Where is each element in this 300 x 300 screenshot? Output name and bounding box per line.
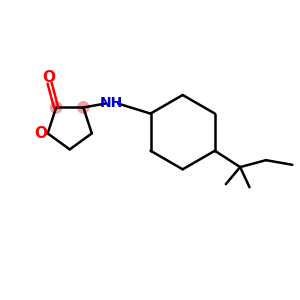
Text: O: O: [43, 70, 56, 85]
Text: NH: NH: [100, 96, 123, 110]
Circle shape: [50, 102, 62, 113]
Text: O: O: [35, 126, 48, 141]
Circle shape: [78, 102, 89, 113]
